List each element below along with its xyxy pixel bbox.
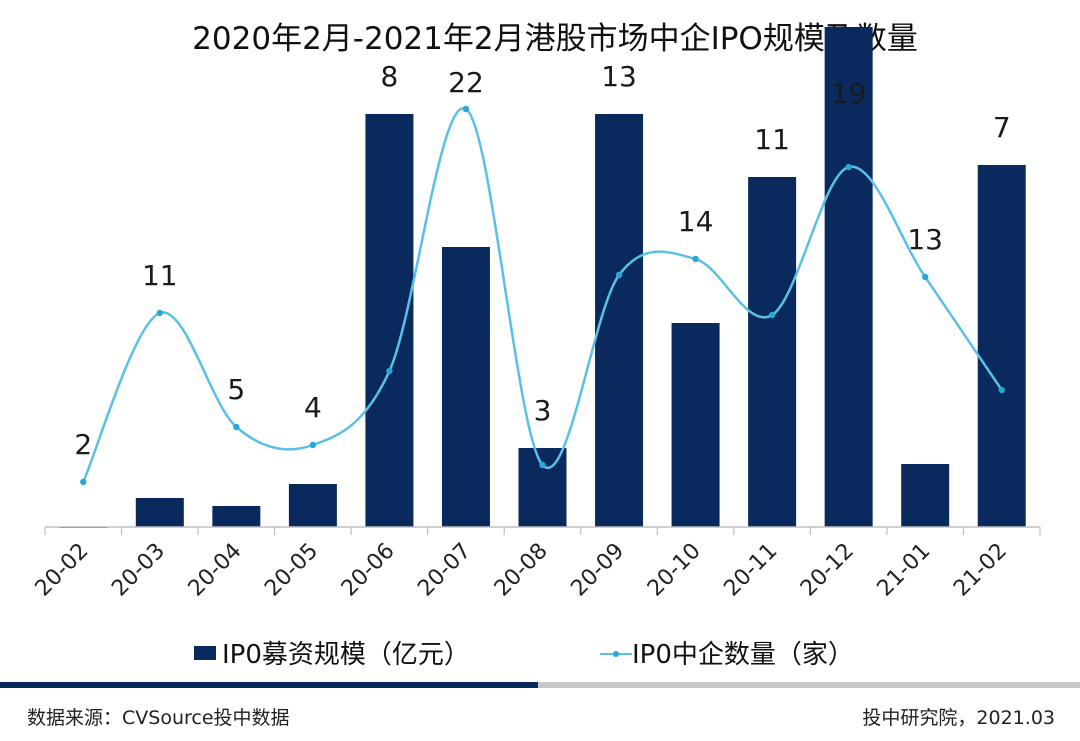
line-value-label-20-09: 13 bbox=[601, 60, 637, 93]
line-value-label-21-01: 13 bbox=[907, 223, 943, 256]
source-note: 数据来源：CVSource投中数据 bbox=[27, 707, 290, 729]
line-point-20-09 bbox=[615, 271, 623, 279]
x-tick-label-20-04: 20-04 bbox=[184, 539, 247, 602]
legend-bar-label: IP0募资规模（亿元） bbox=[222, 640, 470, 670]
bar-20-05 bbox=[288, 484, 337, 527]
line-point-21-02 bbox=[998, 386, 1005, 394]
bar-20-04 bbox=[212, 506, 261, 527]
credit-note: 投中研究院，2021.03 bbox=[862, 707, 1055, 729]
bar-20-12 bbox=[824, 27, 873, 527]
line-value-label-20-03: 11 bbox=[142, 259, 178, 292]
line-value-label-20-06: 8 bbox=[381, 60, 399, 93]
line-point-20-02 bbox=[80, 478, 87, 486]
x-tick-label-21-02: 21-02 bbox=[949, 539, 1012, 602]
x-tick-label-20-07: 20-07 bbox=[413, 539, 476, 602]
line-point-20-04 bbox=[233, 423, 240, 431]
legend-bar-swatch bbox=[194, 646, 216, 660]
legend-line-marker bbox=[613, 651, 619, 657]
x-tick-label-20-09: 20-09 bbox=[566, 539, 629, 602]
line-point-20-06 bbox=[386, 367, 393, 375]
line-value-label-20-10: 14 bbox=[678, 205, 714, 238]
legend-line-label: IP0中企数量（家） bbox=[632, 640, 854, 670]
bar-20-03 bbox=[135, 498, 184, 527]
line-point-20-12 bbox=[845, 163, 852, 171]
bar-20-11 bbox=[748, 177, 797, 527]
line-point-20-10 bbox=[692, 255, 699, 263]
line-point-20-08 bbox=[539, 461, 546, 469]
x-tick-label-20-06: 20-06 bbox=[337, 539, 400, 602]
bar-21-02 bbox=[977, 165, 1026, 527]
line-value-label-20-11: 11 bbox=[754, 123, 790, 156]
x-tick-label-20-10: 20-10 bbox=[643, 539, 706, 602]
line-point-21-01 bbox=[921, 273, 929, 281]
line-point-20-05 bbox=[309, 441, 317, 449]
line-point-20-07 bbox=[462, 105, 470, 113]
x-tick-label-20-05: 20-05 bbox=[260, 539, 323, 602]
bar-20-08 bbox=[518, 448, 567, 527]
bar-20-07 bbox=[441, 247, 490, 527]
legend: IP0募资规模（亿元） IP0中企数量（家） bbox=[194, 640, 854, 670]
data-labels: 2242112855845358349221003535132511443411… bbox=[74, 60, 1011, 461]
divider-light bbox=[538, 682, 1080, 688]
line-point-20-03 bbox=[156, 309, 164, 317]
chart-title: 2020年2月-2021年2月港股市场中企IPO规模及数量 bbox=[192, 21, 918, 57]
line-value-label-20-05: 4 bbox=[304, 391, 322, 424]
x-tick-label-20-02: 20-02 bbox=[31, 539, 94, 602]
bar-20-09 bbox=[595, 114, 644, 527]
line-value-label-20-12: 19 bbox=[831, 77, 867, 110]
line-value-label-20-02: 2 bbox=[74, 428, 92, 461]
line-value-label-21-02: 7 bbox=[993, 111, 1011, 144]
line-point-20-11 bbox=[768, 311, 776, 319]
x-tick-label-21-01: 21-01 bbox=[873, 539, 936, 602]
x-tick-label-20-03: 20-03 bbox=[107, 539, 170, 602]
x-ticks bbox=[44, 527, 1041, 535]
bar-20-10 bbox=[671, 323, 720, 527]
bar-20-06 bbox=[365, 114, 414, 527]
x-tick-label-20-08: 20-08 bbox=[490, 539, 553, 602]
line-value-label-20-08: 3 bbox=[534, 394, 552, 427]
bars-layer bbox=[59, 27, 1026, 528]
line-layer bbox=[80, 105, 1005, 486]
x-tick-labels: 20-02 20-03 20-04 20-05 20-06 20-07 20-08 20-09… bbox=[31, 539, 1012, 602]
plot-area: 2242112855845358349221003535132511443411… bbox=[31, 27, 1041, 602]
line-value-label-20-04: 5 bbox=[227, 373, 245, 406]
x-tick-label-20-12: 20-12 bbox=[796, 539, 859, 602]
line-value-label-20-07: 22 bbox=[448, 66, 484, 99]
x-tick-label-20-11: 20-11 bbox=[719, 539, 782, 602]
divider-dark bbox=[0, 682, 538, 688]
bar-21-01 bbox=[901, 464, 950, 527]
